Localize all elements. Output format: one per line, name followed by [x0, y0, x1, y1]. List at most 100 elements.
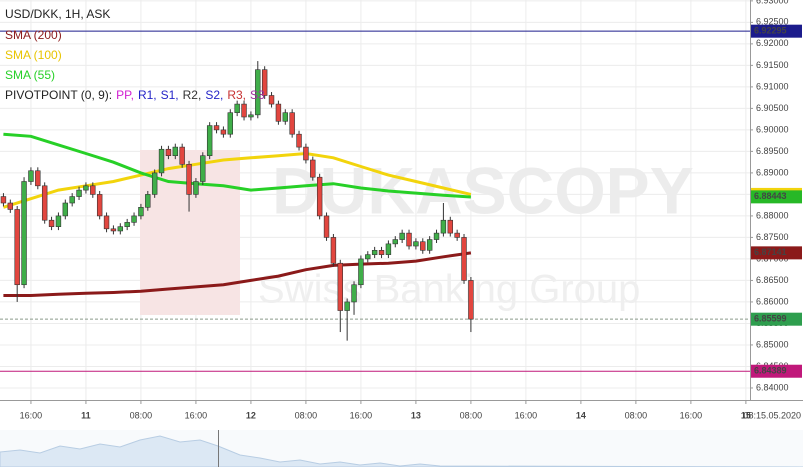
candle-body	[255, 69, 261, 116]
candle-body	[220, 129, 227, 135]
candle-body	[275, 103, 282, 122]
pivot-label: PIVOTPOINT (0, 9):	[5, 88, 112, 102]
candle-body	[28, 170, 34, 182]
candle-body	[234, 103, 240, 113]
x-tick-label: 14	[576, 410, 586, 420]
candle-body	[420, 241, 426, 251]
candle-body	[200, 155, 206, 182]
y-tick-label: 6.89500	[756, 146, 789, 156]
candle-body	[371, 250, 378, 255]
x-tick-label: 15	[741, 410, 751, 420]
legend-entry: SMA (200)	[5, 28, 62, 42]
candle-body	[426, 239, 433, 251]
level-label: 6.92295	[754, 26, 787, 36]
legend-entry: SMA (55)	[5, 68, 55, 82]
legend-entry: SMA (100)	[5, 48, 62, 62]
level-label-box	[751, 246, 802, 260]
candle-body	[14, 209, 20, 286]
candle-body	[358, 258, 364, 286]
candle-body	[41, 185, 48, 221]
x-tick-label: 16:00	[515, 410, 538, 420]
level-label-box	[751, 364, 802, 378]
x-tick-label: 16:00	[680, 410, 703, 420]
pivot-item: S2,	[205, 88, 223, 102]
y-tick-label: 6.91500	[756, 60, 789, 70]
x-tick-label: 13	[411, 410, 421, 420]
x-tick-label: 08:00	[460, 410, 483, 420]
candle-body	[151, 172, 158, 195]
candle-body	[131, 215, 137, 223]
pivot-item: R2,	[183, 88, 202, 102]
pivot-item: R3,	[227, 88, 246, 102]
y-tick-label: 6.90500	[756, 103, 789, 113]
candle-body	[248, 114, 254, 118]
candle-body	[0, 196, 7, 204]
candle-body	[468, 280, 474, 320]
y-tick-label: 6.92000	[756, 38, 789, 48]
sma-line	[3, 132, 471, 199]
level-label-box	[751, 190, 802, 204]
candle-body	[55, 215, 62, 227]
watermark-text: DUKASCOPY	[272, 153, 694, 227]
y-tick-label: 6.92500	[756, 17, 789, 27]
y-tick-label: 6.93000	[756, 0, 789, 5]
x-tick-label: 16:00	[185, 410, 208, 420]
candle-body	[392, 239, 398, 245]
candle-body	[90, 185, 96, 195]
candle-body	[344, 301, 350, 311]
x-tick-label: 08:00	[130, 410, 153, 420]
candle-body	[282, 112, 288, 122]
candle-body	[303, 146, 309, 161]
candle-body	[179, 146, 185, 165]
candle-body	[454, 232, 460, 238]
pivot-item: R1,	[138, 88, 157, 102]
sma-line	[2, 151, 472, 209]
candle-body	[124, 222, 130, 227]
candle-body	[206, 125, 213, 156]
candle-body	[110, 228, 117, 232]
candle-body	[378, 250, 385, 255]
candle-body	[138, 207, 144, 217]
x-tick-label: 11	[81, 410, 91, 420]
candle-body	[440, 219, 447, 234]
pivot-item: PP,	[116, 88, 134, 102]
x-tick-label: 08:00	[625, 410, 648, 420]
candle-body	[413, 241, 419, 247]
candle-body	[310, 159, 316, 178]
candle-body	[268, 95, 275, 105]
candle-body	[406, 232, 412, 247]
level-label-box	[751, 312, 802, 326]
level-label: 6.88443	[754, 191, 787, 201]
candle-body	[227, 112, 233, 135]
candle-body	[316, 176, 323, 217]
level-label: 6.84389	[754, 366, 787, 376]
plot-area	[0, 30, 750, 372]
y-tick-label: 6.91000	[756, 81, 789, 91]
sma-line	[3, 251, 472, 297]
legend: USD/DKK, 1H, ASK SMA (200) SMA (100) SMA (…	[5, 7, 265, 102]
pivot-item: S1,	[161, 88, 179, 102]
candle-body	[21, 181, 27, 286]
candle-body	[62, 202, 69, 217]
candle-body	[83, 185, 89, 191]
level-label: 6.87141	[754, 247, 787, 257]
axes: 6.840006.845006.850006.855006.860006.865…	[20, 0, 802, 420]
x-tick-label: 16:00	[20, 410, 43, 420]
candle-body	[296, 133, 302, 148]
level-label-box	[751, 24, 802, 38]
pivot-item: S3	[250, 88, 265, 102]
candle-body	[337, 262, 343, 311]
candle-body	[447, 219, 453, 234]
candle-body	[172, 146, 179, 156]
candle-body	[103, 215, 110, 230]
candle-body	[241, 103, 247, 118]
candle-body	[433, 232, 440, 240]
candle-body	[351, 284, 357, 303]
candle-body	[399, 232, 405, 240]
y-tick-label: 6.84000	[756, 382, 789, 392]
y-tick-label: 6.85000	[756, 339, 789, 349]
candle-body	[69, 196, 75, 204]
candle-body	[48, 219, 55, 227]
y-tick-label: 6.89000	[756, 167, 789, 177]
